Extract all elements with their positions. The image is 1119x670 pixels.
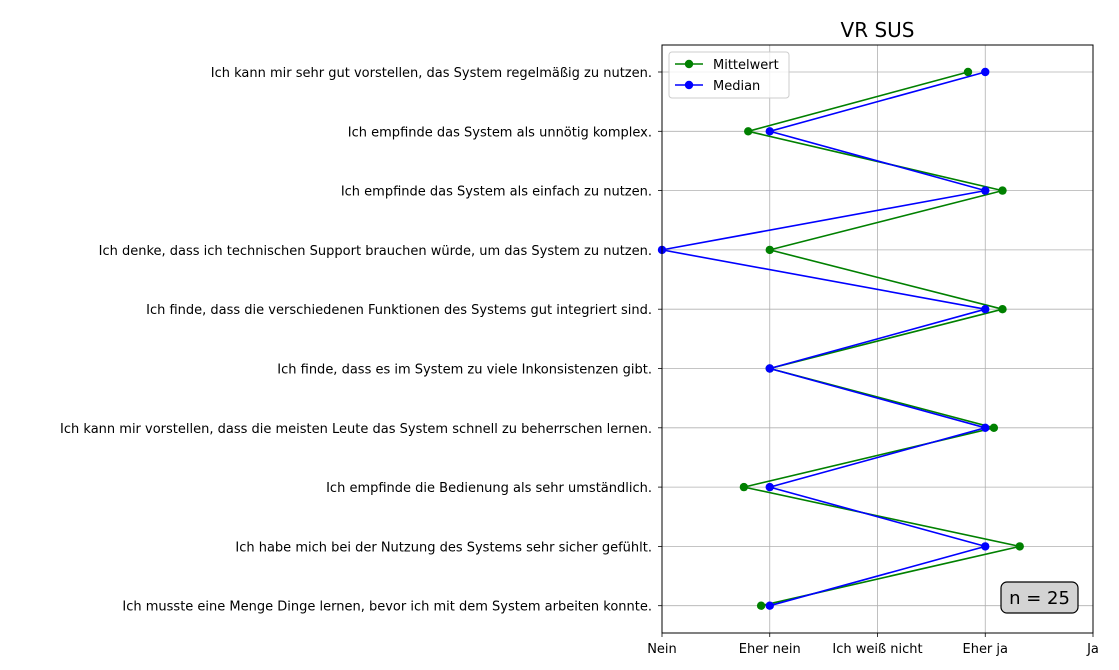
x-tick-label: Nein (647, 642, 677, 657)
legend-swatch-marker (684, 80, 694, 90)
data-point-median (765, 482, 774, 492)
data-point-median (765, 601, 774, 610)
data-point-median (981, 67, 990, 77)
data-point-mittelwert (744, 127, 753, 136)
legend-label: Median (713, 79, 760, 94)
legend-label: Mittelwert (713, 58, 779, 73)
sample-size-label: n = 25 (1009, 588, 1070, 609)
y-tick-label: Ich empfinde die Bedienung als sehr umst… (326, 481, 652, 496)
series-line-median (661, 71, 989, 607)
data-point-mittelwert (963, 67, 973, 77)
legend-entries: Mittelwert Median (675, 58, 779, 94)
legend: Mittelwert Median (668, 51, 790, 99)
data-point-median (981, 186, 990, 195)
data-point-mittelwert (756, 601, 766, 610)
x-tick-label: Ich weiß nicht (832, 642, 922, 657)
plot-frame (661, 44, 1094, 634)
y-tick-label: Ich denke, dass ich technischen Support … (99, 244, 652, 259)
y-tick-label: Ich finde, dass es im System zu viele In… (277, 363, 652, 378)
data-point-median (981, 423, 990, 432)
y-tick-label: Ich kann mir sehr gut vorstellen, das Sy… (211, 66, 652, 81)
data-point-median (981, 542, 990, 551)
data-point-mittelwert (1015, 542, 1024, 551)
y-tick-label: Ich kann mir vorstellen, dass die meiste… (60, 422, 652, 437)
data-point-mittelwert (998, 305, 1007, 314)
y-tick-label: Ich empfinde das System als unnötig komp… (348, 125, 652, 140)
y-axis-ticks: Ich kann mir sehr gut vorstellen, das Sy… (60, 66, 662, 615)
x-tick-label: Eher nein (739, 642, 801, 657)
x-tick-label: Eher ja (962, 642, 1008, 657)
data-point-mittelwert (765, 245, 774, 255)
series-line-mittelwert (743, 71, 1020, 607)
series-layer (657, 67, 1024, 610)
y-tick-label: Ich musste eine Menge Dinge lernen, bevo… (122, 600, 652, 615)
data-point-mittelwert (739, 482, 749, 492)
data-point-median (981, 305, 990, 314)
y-tick-label: Ich finde, dass die verschiedenen Funkti… (146, 303, 652, 318)
x-tick-label: Ja (1086, 642, 1099, 657)
x-axis-ticks: Nein Eher nein Ich weiß nicht Eher ja Ja (647, 633, 1099, 657)
legend-swatch-marker (684, 59, 694, 69)
chart-title: VR SUS (841, 18, 915, 42)
sample-size-annotation: n = 25 (1000, 581, 1079, 614)
y-tick-label: Ich empfinde das System als einfach zu n… (341, 185, 652, 200)
data-point-median (765, 364, 774, 373)
data-point-mittelwert (989, 423, 999, 432)
data-point-median (765, 127, 774, 136)
data-point-mittelwert (998, 186, 1007, 195)
sample-size-box (1000, 581, 1079, 614)
y-tick-label: Ich habe mich bei der Nutzung des System… (235, 540, 652, 555)
